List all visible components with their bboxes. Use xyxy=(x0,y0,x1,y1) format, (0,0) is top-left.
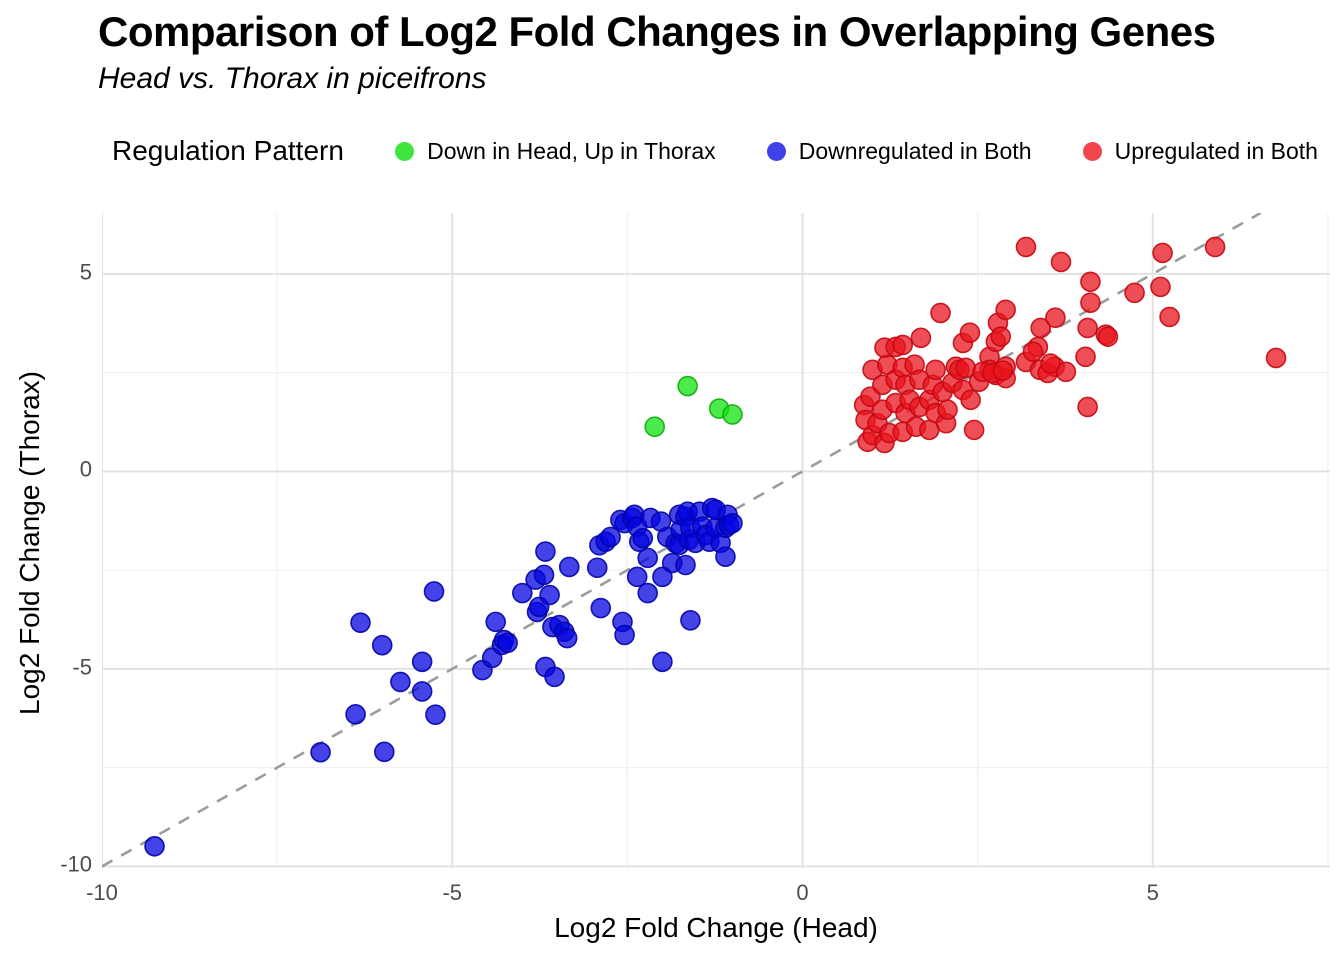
x-tick-label: 0 xyxy=(796,880,809,905)
x-tick-label: -10 xyxy=(86,880,118,905)
scatter-point xyxy=(675,554,696,576)
scatter-point xyxy=(680,610,701,631)
scatter-point xyxy=(1097,326,1119,347)
scatter-point xyxy=(345,704,366,725)
scatter-point xyxy=(485,611,506,633)
scatter-point xyxy=(1152,242,1173,264)
scatter-point xyxy=(374,741,395,763)
scatter-point xyxy=(1050,251,1072,273)
scatter-point xyxy=(626,566,648,588)
legend-item-label: Upregulated in Both xyxy=(1114,137,1318,164)
scatter-point xyxy=(1015,236,1037,258)
scatter-point xyxy=(614,624,635,646)
scatter-point xyxy=(963,419,985,441)
scatter-point xyxy=(539,584,560,606)
x-axis-title: Log2 Fold Change (Head) xyxy=(554,912,878,943)
legend-item-downregulated-both: Downregulated in Both xyxy=(766,137,1032,165)
scatter-point xyxy=(310,741,331,763)
y-tick-label: -5 xyxy=(72,654,92,680)
scatter-point xyxy=(350,612,371,633)
plot-panel xyxy=(102,213,1330,868)
scatter-point xyxy=(411,651,433,673)
scatter-point xyxy=(1159,306,1180,328)
scatter-point xyxy=(1124,282,1145,304)
legend-item-label: Downregulated in Both xyxy=(798,137,1032,164)
scatter-point xyxy=(556,627,578,649)
scatter-point xyxy=(1265,347,1287,369)
scatter-point xyxy=(512,582,533,604)
scatter-point xyxy=(715,546,736,567)
y-tick-label: 0 xyxy=(79,457,92,483)
scatter-point xyxy=(544,666,565,688)
scatter-point xyxy=(1080,292,1101,313)
red-dot-icon xyxy=(1082,141,1102,161)
scatter-point xyxy=(371,634,393,656)
scatter-point xyxy=(558,556,580,578)
scatter-point xyxy=(990,326,1012,347)
x-tick-label: -5 xyxy=(442,880,463,905)
scatter-point xyxy=(632,527,654,549)
chart-subtitle: Head vs. Thorax in piceifrons xyxy=(98,62,487,95)
scatter-point xyxy=(590,597,612,619)
scatter-point xyxy=(1077,317,1098,339)
scatter-point xyxy=(1080,271,1101,293)
scatter-point xyxy=(892,334,913,356)
scatter-point xyxy=(959,322,981,344)
legend-item-upregulated-both: Upregulated in Both xyxy=(1082,137,1318,165)
legend-title: Regulation Pattern xyxy=(112,135,344,166)
scatter-point xyxy=(1030,317,1051,339)
scatter-point xyxy=(411,681,433,702)
scatter-point xyxy=(1040,353,1061,374)
scatter-point xyxy=(995,299,1016,321)
scatter-point xyxy=(586,557,608,579)
scatter-point xyxy=(1150,276,1171,298)
y-tick-label: 5 xyxy=(79,259,92,285)
scatter-point xyxy=(930,302,951,324)
scatter-point xyxy=(925,359,946,381)
chart-title: Comparison of Log2 Fold Changes in Overl… xyxy=(98,8,1216,55)
scatter-point xyxy=(533,564,555,586)
legend-item-label: Down in Head, Up in Thorax xyxy=(427,137,716,164)
scatter-point xyxy=(960,389,981,411)
scatter-point xyxy=(1022,341,1044,362)
scatter-point xyxy=(390,671,411,693)
green-dot-icon xyxy=(395,141,415,161)
scatter-point xyxy=(1045,307,1066,328)
scatter-point xyxy=(1075,346,1096,368)
scatter-point xyxy=(652,566,673,588)
scatter-point xyxy=(937,399,958,421)
scatter-point xyxy=(722,404,743,425)
scatter-point xyxy=(644,416,666,438)
scatter-point xyxy=(1077,396,1098,418)
scatter-point xyxy=(1204,236,1226,258)
scatter-point xyxy=(992,360,1014,381)
scatter-point xyxy=(535,541,556,562)
scatter-point xyxy=(425,704,446,726)
scatter-point xyxy=(955,357,977,379)
scatter-point xyxy=(497,632,518,654)
scatter-point xyxy=(637,582,658,604)
scatter-point xyxy=(144,835,165,857)
scatter-plot xyxy=(102,213,1330,868)
blue-dot-icon xyxy=(766,141,786,161)
scatter-point xyxy=(652,651,673,673)
scatter-point xyxy=(423,581,445,602)
y-axis-title: Log2 Fold Change (Thorax) xyxy=(14,371,45,715)
scatter-point xyxy=(722,512,743,534)
scatter-point xyxy=(910,327,932,349)
legend-item-down-head-up-thorax: Down in Head, Up in Thorax xyxy=(395,138,716,165)
scatter-point xyxy=(637,547,658,569)
scatter-point xyxy=(677,375,698,397)
y-tick-label: -10 xyxy=(60,852,92,878)
scatter-point xyxy=(600,526,621,548)
x-tick-label: 5 xyxy=(1146,880,1159,905)
legend: Regulation Pattern Down in Head, Up in T… xyxy=(0,135,1344,167)
